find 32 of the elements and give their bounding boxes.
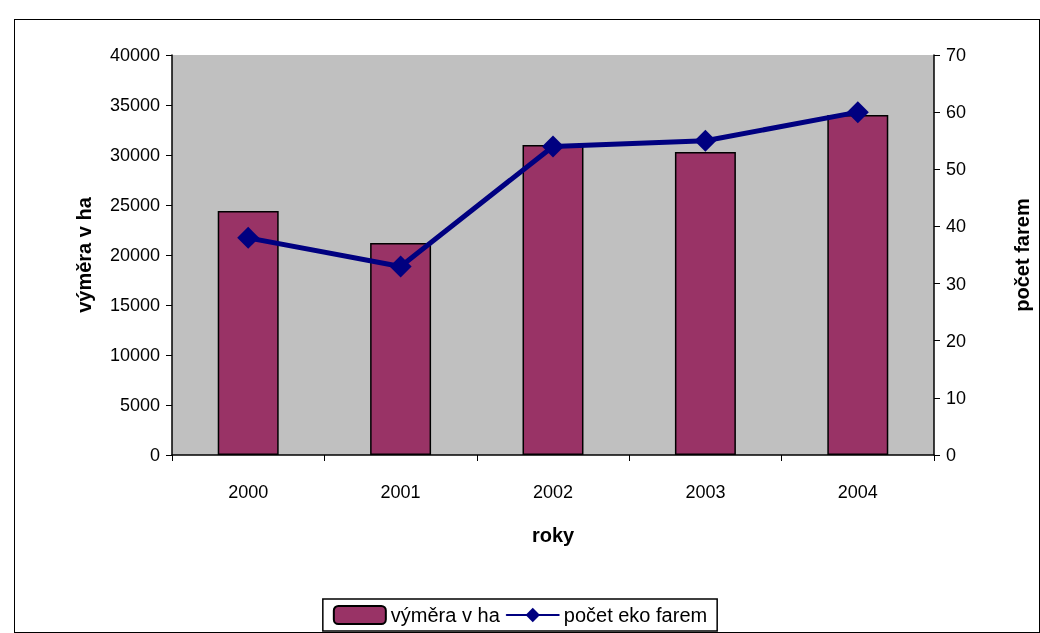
y-tick-label: 40000 (109, 45, 160, 65)
y-tick-label: 0 (149, 445, 160, 465)
y2-tick-label: 70 (946, 45, 967, 65)
point (389, 255, 412, 278)
x-tick-label: 2001 (380, 482, 421, 502)
x-tick-label: 2000 (228, 482, 269, 502)
x-axis-title: roky (531, 524, 575, 546)
y2-tick-label: 60 (946, 102, 967, 123)
point (846, 101, 869, 124)
x-tick-label: 2003 (685, 482, 726, 502)
point (694, 129, 717, 152)
y-tick-label: 15000 (109, 295, 160, 315)
y-tick-label: 20000 (109, 245, 160, 265)
y2-tick-label: 50 (946, 159, 967, 180)
y2-tick-label: 30 (946, 273, 967, 294)
x-tick-label: 2004 (837, 482, 878, 502)
y-tick-label: 25000 (109, 195, 160, 215)
y-tick-label: 5000 (119, 395, 160, 415)
y-tick-label: 30000 (109, 145, 160, 165)
point (542, 135, 564, 158)
y-tick-label: 10000 (109, 345, 160, 365)
x-tick-label: 2002 (532, 482, 574, 502)
legend-label: počet eko farem (563, 604, 708, 626)
point (237, 226, 260, 249)
y2-tick-label: 0 (946, 445, 957, 465)
y2-axis-title: počet farem (1011, 198, 1033, 312)
y2-tick-label: 40 (946, 216, 967, 237)
y-tick-label: 35000 (109, 95, 160, 115)
y-axis-title: výměra v ha (73, 196, 95, 313)
y2-tick-label: 10 (946, 387, 967, 408)
legend-label: výměra v ha (390, 604, 501, 626)
y2-tick-label: 20 (946, 330, 967, 351)
